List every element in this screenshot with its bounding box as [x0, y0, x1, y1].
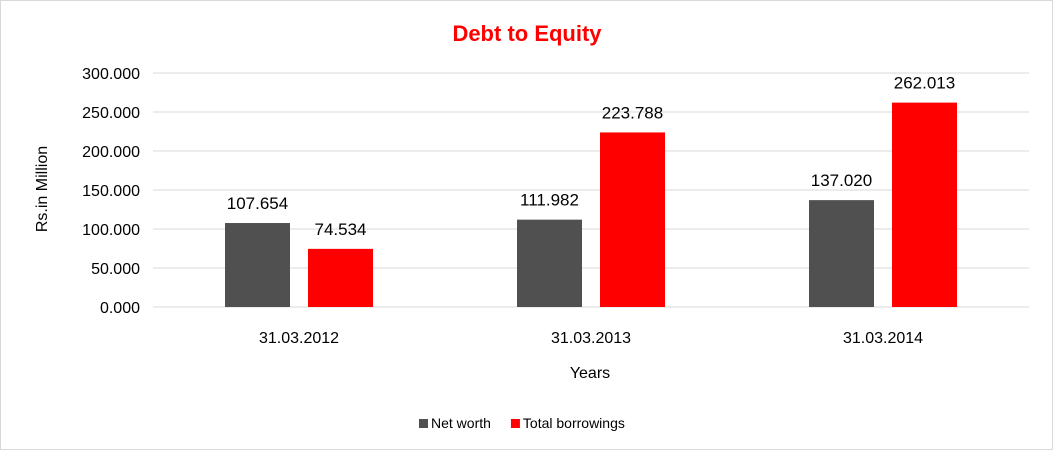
bar — [517, 219, 582, 307]
bar — [892, 102, 957, 308]
bar-value-label: 111.982 — [520, 191, 579, 210]
y-tick-label: 0.000 — [100, 300, 140, 317]
legend: Net worth Total borrowings — [419, 415, 625, 431]
x-tick-label: 31.03.2012 — [259, 330, 339, 347]
y-tick-label: 300.000 — [82, 66, 140, 83]
x-tick-label: 31.03.2013 — [551, 330, 631, 347]
bar — [600, 132, 665, 307]
x-axis-ticks: 31.03.2012 31.03.2013 31.03.2014 — [259, 330, 923, 347]
y-tick-label: 200.000 — [82, 144, 140, 161]
y-tick-label: 100.000 — [82, 222, 140, 239]
bars — [225, 102, 957, 308]
y-tick-label: 50.000 — [91, 261, 140, 278]
y-tick-label: 150.000 — [82, 183, 140, 200]
x-tick-label: 31.03.2014 — [843, 330, 923, 347]
legend-swatch — [510, 419, 520, 428]
gridlines — [153, 72, 1029, 308]
y-axis-title: Rs.in Million — [34, 146, 51, 232]
y-axis-ticks: 0.000 50.000 100.000 150.000 200.000 250.000 3… — [82, 66, 140, 317]
bar-value-label: 262.013 — [894, 74, 955, 93]
bar-value-label: 74.534 — [315, 220, 367, 239]
bar — [225, 223, 290, 307]
legend-swatch — [419, 419, 428, 428]
y-tick-label: 250.000 — [82, 105, 140, 122]
chart-title: Debt to Equity — [452, 21, 602, 46]
data-labels: 107.654 74.534 111.982 223.788 137.020 262.01… — [227, 74, 955, 239]
bar-value-label: 223.788 — [602, 103, 663, 122]
legend-label: Total borrowings — [523, 415, 625, 431]
bar-value-label: 137.020 — [811, 171, 872, 190]
bar — [809, 200, 874, 307]
bar-value-label: 107.654 — [227, 194, 288, 213]
x-axis-title: Years — [570, 365, 610, 382]
legend-label: Net worth — [431, 415, 491, 431]
bar — [308, 248, 373, 307]
